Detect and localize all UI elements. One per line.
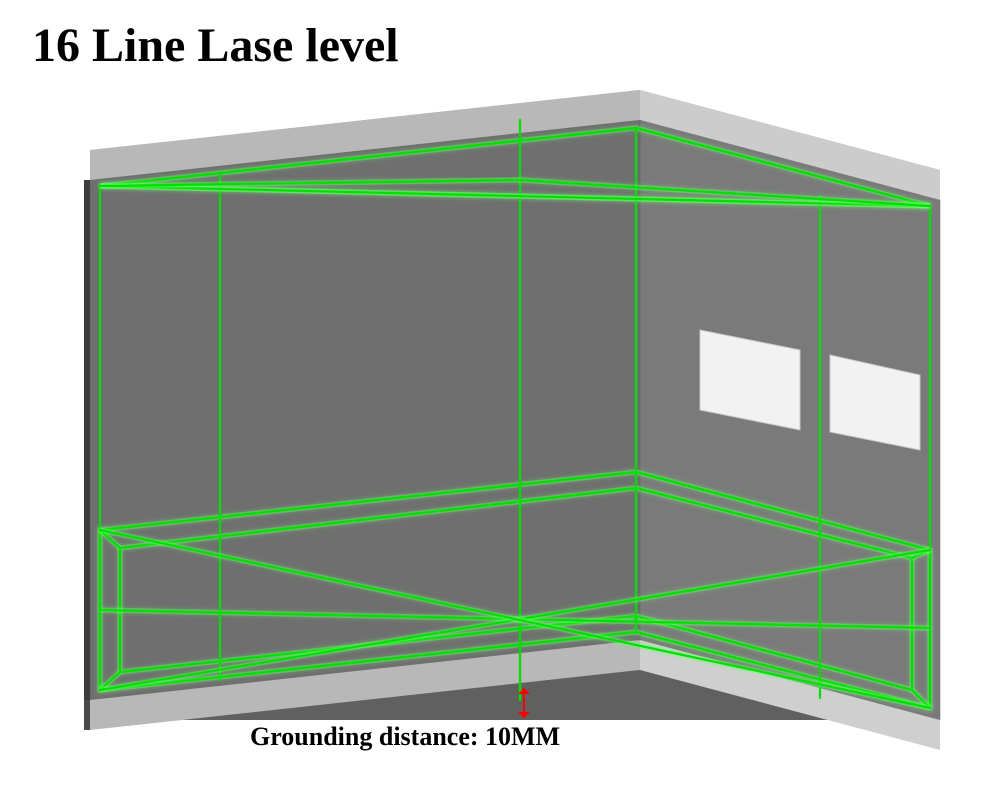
room-scene — [0, 0, 1000, 800]
grounding-caption: Grounding distance: 10MM — [250, 722, 560, 752]
diagram-stage: 16 Line Lase level Grounding distance: 1… — [0, 0, 1000, 800]
